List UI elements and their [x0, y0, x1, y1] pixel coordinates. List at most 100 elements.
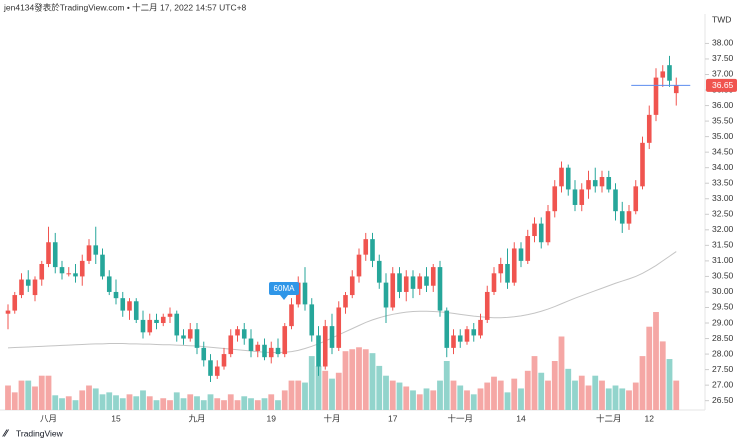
volume-bar — [599, 380, 605, 410]
candle-body — [525, 236, 531, 261]
candle-body — [444, 310, 450, 348]
volume-bar — [140, 390, 146, 410]
y-tick-label: 35.50 — [712, 115, 734, 125]
candle-body — [187, 329, 193, 339]
volume-bar — [383, 375, 389, 410]
candle-body — [451, 335, 456, 348]
x-tick-label: 十一月 — [447, 413, 473, 423]
volume-bar — [92, 388, 99, 410]
annotation: 60MA — [274, 284, 296, 293]
volume-bar — [626, 390, 632, 410]
volume-bar — [612, 385, 619, 410]
candle-body — [160, 316, 166, 324]
candle-body — [511, 248, 517, 283]
volume-bar — [585, 385, 592, 410]
candle-body — [73, 273, 78, 277]
candle-body — [565, 167, 571, 190]
candle-body — [478, 319, 483, 336]
ma-line — [7, 251, 677, 354]
x-tick-label: 14 — [516, 413, 526, 423]
volume-bar — [133, 396, 140, 410]
candle-body — [86, 245, 92, 261]
candle-body — [59, 267, 65, 274]
candle-body — [46, 242, 51, 264]
candle-body — [214, 366, 220, 376]
candle-body — [228, 335, 234, 355]
volume-bar — [200, 400, 207, 410]
candle-body — [336, 307, 342, 348]
y-tick-label: 35.00 — [712, 131, 734, 141]
candle-body — [518, 248, 524, 261]
price-label-bg — [706, 78, 737, 92]
candle-body — [255, 344, 261, 351]
candle-body — [640, 142, 645, 187]
y-tick-label: 26.50 — [712, 395, 734, 405]
candle-body — [356, 254, 362, 277]
candle-body — [545, 211, 551, 243]
y-tick-label: 36.00 — [712, 100, 734, 110]
candle-body — [532, 223, 537, 237]
volume-bar — [470, 394, 477, 410]
candle-body — [262, 344, 267, 358]
candle-body — [579, 189, 585, 205]
volume-bar — [416, 394, 423, 410]
candle-body — [106, 276, 112, 292]
candle-body — [309, 304, 315, 336]
candle-body — [329, 326, 335, 348]
volume-bar — [38, 375, 45, 410]
y-tick-label: 28.50 — [712, 333, 734, 343]
candle-body — [241, 329, 247, 339]
volume-bar — [113, 395, 119, 410]
candle-body — [127, 301, 132, 311]
y-tick-label: 37.00 — [712, 69, 734, 79]
candle-body — [343, 295, 348, 308]
volume-bar — [329, 378, 335, 410]
x-tick-label: 十月 — [323, 413, 340, 423]
volume-bar — [227, 394, 234, 410]
volume-bar — [153, 400, 160, 410]
candle-body — [660, 71, 666, 78]
y-tick-label: 33.00 — [712, 193, 734, 203]
logo: ⁄⁄ — [2, 429, 10, 440]
candle-body — [505, 263, 510, 283]
x-tick-label: 19 — [267, 413, 277, 423]
candle-body — [484, 291, 490, 320]
candle-body — [383, 282, 389, 308]
volume-bar — [315, 365, 322, 410]
x-tick-label: 15 — [111, 413, 121, 423]
volume-bar — [389, 380, 396, 410]
volume-bar — [572, 380, 578, 410]
volume-bar — [362, 349, 369, 410]
candle-body — [66, 273, 72, 275]
candle-body — [559, 167, 564, 187]
volume-bar — [45, 375, 52, 410]
volume-bar — [268, 394, 275, 410]
volume-bar — [504, 392, 511, 410]
candle-body — [586, 180, 591, 190]
candle-body — [349, 276, 355, 296]
candle-body — [430, 267, 436, 286]
y-tick-label: 28.00 — [712, 348, 734, 358]
footer: TradingView — [16, 428, 64, 438]
candle-body — [268, 347, 274, 358]
volume-bar — [99, 394, 106, 410]
volume-bar — [32, 386, 38, 410]
volume-bar — [666, 359, 673, 410]
volume-bar — [673, 380, 680, 410]
volume-bar — [335, 372, 342, 410]
candle-body — [147, 319, 153, 333]
volume-bar — [86, 385, 92, 410]
candle-body — [417, 276, 423, 289]
volume-bar — [254, 400, 261, 410]
candle-body — [572, 189, 578, 205]
y-tick-label: 32.50 — [712, 209, 734, 219]
volume-bar — [11, 392, 18, 410]
volume-bar — [396, 382, 403, 410]
volume-bar — [376, 365, 383, 410]
annotation-box — [269, 282, 299, 295]
volume-bar — [437, 380, 443, 410]
candle-body — [133, 301, 139, 320]
volume-bar — [288, 380, 295, 410]
candle-body — [208, 360, 213, 376]
